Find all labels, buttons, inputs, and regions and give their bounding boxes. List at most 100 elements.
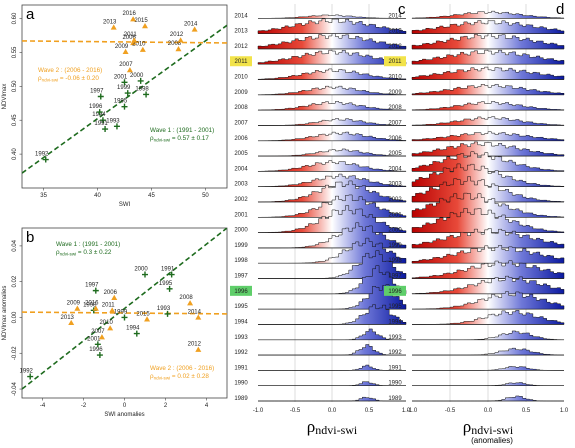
- year-density: [411, 20, 565, 34]
- wave2-point: [195, 346, 202, 352]
- wave2-point: [142, 23, 148, 29]
- year-label: 1991: [234, 365, 248, 371]
- year-label: 2001: [234, 212, 248, 218]
- plot-frame: [21, 4, 228, 189]
- y-tick-label: 0.40: [12, 148, 18, 160]
- year-label: 1999: [388, 243, 402, 249]
- wave1-point-label: 1994: [92, 112, 106, 118]
- wave2-point-label: 2011: [124, 32, 138, 38]
- wave2-point-label: 2011: [102, 302, 116, 308]
- x-tick-label: -4: [40, 403, 46, 409]
- wave1-point-label: 2000: [134, 267, 148, 273]
- wave1-point-label: 1996: [89, 104, 103, 110]
- year-label: 2010: [388, 75, 402, 81]
- year-label: 1996: [234, 289, 248, 295]
- year-density: [411, 163, 565, 187]
- wave1-point-label: 1991: [94, 121, 108, 127]
- x-tick-label: -1.0: [407, 408, 418, 414]
- wave2-point-label: 2016: [85, 301, 99, 307]
- year-highlight: [230, 285, 252, 296]
- year-label: 2000: [388, 228, 402, 234]
- year-label: 1990: [388, 381, 402, 387]
- year-label: 2013: [388, 29, 402, 35]
- wave2-point: [139, 46, 146, 52]
- wave2-point-label: 2010: [99, 320, 113, 326]
- year-label: 2004: [388, 166, 402, 172]
- year-density: [411, 176, 565, 203]
- wave2-point: [122, 48, 129, 54]
- x-tick-label: -1.0: [253, 408, 264, 414]
- x-tick-label: 0: [123, 403, 127, 409]
- year-density: [411, 291, 565, 310]
- x-tick-label: 1.0: [402, 408, 411, 414]
- wave1-point: [137, 77, 144, 84]
- wave1-title: Wave 1 : (1991 - 2001): [150, 127, 214, 134]
- y-tick-label: -0.04: [12, 382, 18, 396]
- panel-letter: a: [26, 6, 35, 23]
- year-label: 2013: [234, 29, 248, 35]
- wave1-point-label: 1999: [117, 85, 131, 91]
- wave2-point: [144, 316, 151, 322]
- wave1-point-label: 2001: [114, 74, 128, 80]
- wave2-point: [74, 305, 81, 311]
- year-density: [411, 116, 565, 126]
- year-density: [411, 228, 565, 249]
- wave2-point-label: 2008: [179, 295, 193, 301]
- year-density: [257, 18, 407, 34]
- x-axis-title: ρndvi-swi: [307, 417, 358, 437]
- wave1-point: [168, 271, 175, 278]
- wave1-point-label: 1995: [159, 281, 173, 287]
- wave2-point-label: 2016: [122, 11, 136, 17]
- year-density: [411, 275, 565, 295]
- year-density: [411, 10, 565, 19]
- y-tick-label: 0.00: [12, 311, 18, 323]
- year-density: [257, 131, 407, 142]
- wave2-point-label: 2007: [119, 62, 133, 68]
- year-label: 2008: [388, 105, 402, 111]
- year-density: [257, 194, 407, 218]
- wave1-point: [124, 90, 131, 97]
- year-label: 1989: [388, 396, 402, 402]
- wave2-point: [130, 39, 137, 46]
- year-density: [411, 192, 565, 218]
- wave1-point: [99, 117, 106, 124]
- year-label: 2014: [234, 13, 248, 19]
- year-label: 1998: [388, 258, 402, 264]
- year-density: [411, 101, 565, 111]
- year-label: 1995: [234, 304, 248, 310]
- wave1-point: [121, 103, 128, 110]
- x-tick-label: 0.5: [365, 408, 374, 414]
- year-density: [257, 14, 407, 19]
- year-highlight: [384, 56, 406, 67]
- x-tick-label: 0.0: [484, 408, 493, 414]
- panel-letter: b: [26, 229, 34, 246]
- wave1-point-label: 1994: [126, 326, 140, 332]
- wave2-point-label: 2009: [67, 301, 81, 307]
- x-tick-label: 50: [202, 193, 209, 199]
- wave2-point: [191, 26, 198, 32]
- wave1-point-label: 1995: [114, 99, 128, 105]
- wave2-point-label: 2013: [103, 19, 117, 25]
- wave2-point: [175, 46, 182, 52]
- wave2-point: [126, 67, 133, 73]
- wave1-point: [143, 91, 150, 98]
- year-density: [411, 151, 565, 172]
- year-label: 2011: [235, 59, 249, 65]
- year-label: 2007: [234, 120, 248, 126]
- wave2-point: [131, 37, 138, 43]
- year-density: [411, 49, 565, 65]
- year-density: [411, 83, 565, 96]
- x-tick-label: 0.5: [522, 408, 531, 414]
- x-tick-label: 2: [164, 403, 168, 409]
- wave2-point-label: 2006: [122, 35, 136, 41]
- year-density: [411, 208, 565, 233]
- wave2-rho: ρndvi-swi = -0.06 ± 0.20: [38, 75, 99, 83]
- wave2-title: Wave 2 : (2006 - 2016): [38, 67, 102, 74]
- year-density: [257, 101, 407, 111]
- wave1-rho: ρndvi-swi = 0.3 ± 0.22: [56, 249, 112, 257]
- year-label: 2010: [234, 75, 248, 81]
- year-label: 1997: [234, 274, 248, 280]
- wave1-point-label: 1998: [83, 302, 97, 308]
- year-highlight: [384, 285, 406, 296]
- wave1-point: [164, 310, 171, 317]
